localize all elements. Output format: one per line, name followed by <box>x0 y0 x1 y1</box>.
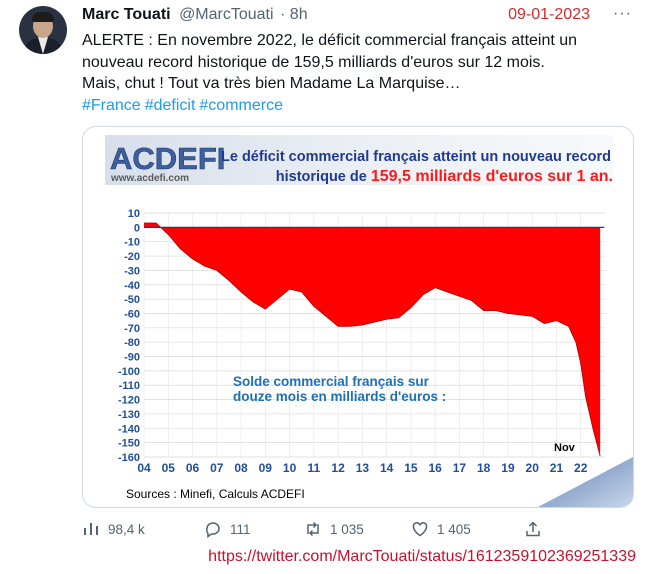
x-tick-label: 11 <box>307 461 320 475</box>
views-count: 98,4 k <box>108 521 145 537</box>
date-annotation: 09-01-2023 <box>508 6 590 23</box>
reply-count: 111 <box>230 521 251 537</box>
tweet-actions: 98,4 k 111 1 035 1 405 <box>82 520 642 544</box>
hashtag-link[interactable]: #deficit <box>144 96 196 114</box>
x-tick-label: 21 <box>550 461 564 475</box>
x-axis-ticks: 04 05 06 07 08 09 10 11 12 13 14 15 16 17 18 19 20 21 22 <box>137 461 587 475</box>
y-tick-label: -160 <box>118 452 140 464</box>
tweet-header: Marc Touati @MarcTouati · 8h 09-01-2023 … <box>82 5 632 25</box>
x-tick-label: 17 <box>453 461 467 475</box>
heart-icon <box>412 522 428 537</box>
y-tick-label: -90 <box>124 352 140 364</box>
source-url[interactable]: https://twitter.com/MarcTouati/status/16… <box>208 548 636 565</box>
chart-headline-2-prefix: historique de <box>276 169 371 185</box>
y-tick-label: -70 <box>124 323 140 335</box>
y-tick-label: -30 <box>124 265 140 277</box>
like-count: 1 405 <box>437 521 471 537</box>
tweet-text-line: ALERTE : En novembre 2022, le déficit co… <box>82 32 578 49</box>
y-tick-label: -110 <box>119 380 140 392</box>
chart-sources: Sources : Minefi, Calculs ACDEFI <box>126 487 305 501</box>
x-tick-label: 15 <box>404 461 418 475</box>
retweet-count: 1 035 <box>330 521 364 537</box>
x-tick-label: 10 <box>283 461 297 475</box>
chart-headline-2-highlight: 159,5 milliards d'euros sur 1 an. <box>371 168 613 185</box>
y-tick-label: -130 <box>118 409 140 421</box>
avatar-shirt <box>38 37 48 54</box>
y-tick-label: -100 <box>118 366 140 378</box>
deficit-line <box>144 222 601 457</box>
views-button[interactable]: 98,4 k <box>82 520 145 538</box>
analytics-icon <box>84 523 98 535</box>
reply-button[interactable]: 111 <box>204 520 251 538</box>
share-button[interactable] <box>524 520 542 538</box>
x-tick-label: 19 <box>501 461 515 475</box>
y-tick-label: -140 <box>118 423 140 435</box>
y-tick-label: 0 <box>134 222 140 234</box>
tweet-text: ALERTE : En novembre 2022, le déficit co… <box>82 30 622 116</box>
chart-headline-2: historique de 159,5 milliards d'euros su… <box>276 168 613 185</box>
x-tick-label: 07 <box>210 461 224 475</box>
like-button[interactable]: 1 405 <box>411 520 471 538</box>
retweet-icon <box>307 521 319 537</box>
y-tick-label: -150 <box>118 438 140 450</box>
header-gradient <box>105 135 613 185</box>
chart-headline-1: Le déficit commercial français atteint u… <box>221 149 611 165</box>
x-tick-label: 06 <box>186 461 200 475</box>
y-tick-label: -10 <box>124 237 140 249</box>
tweet-text-line: Mais, chut ! Tout va très bien Madame La… <box>82 75 461 92</box>
media-card[interactable]: ACDEFI www.acdefi.com Le déficit commerc… <box>82 126 634 508</box>
hashtags: #France #deficit #commerce <box>82 95 622 117</box>
y-tick-label: -40 <box>124 280 140 292</box>
x-tick-label: 05 <box>162 461 176 475</box>
author-handle[interactable]: @MarcTouati <box>179 6 274 23</box>
x-tick-label: 08 <box>234 461 248 475</box>
x-tick-label: 16 <box>428 461 442 475</box>
x-tick-label: 22 <box>574 461 588 475</box>
chart-overlay-line-1: Solde commercial français sur <box>233 374 430 389</box>
chart-overlay-line-2: douze mois en milliards d'euros : <box>233 389 446 404</box>
y-tick-label: -20 <box>124 251 140 263</box>
acdefi-url: www.acdefi.com <box>110 173 189 184</box>
deficit-chart: ACDEFI www.acdefi.com Le déficit commerc… <box>83 127 633 507</box>
y-tick-label: -120 <box>118 395 140 407</box>
x-tick-label: 09 <box>259 461 273 475</box>
nov-label: Nov <box>554 442 576 454</box>
y-tick-label: -80 <box>124 337 140 349</box>
decorative-globe <box>538 457 633 507</box>
author-name[interactable]: Marc Touati <box>82 6 171 23</box>
hashtag-link[interactable]: #commerce <box>199 96 283 114</box>
avatar[interactable] <box>19 6 67 54</box>
x-tick-label: 18 <box>477 461 491 475</box>
tweet-text-line: nouveau record historique de 159,5 milli… <box>82 53 545 71</box>
x-tick-label: 04 <box>137 461 151 475</box>
y-tick-label: 10 <box>128 208 140 220</box>
avatar-hair <box>32 12 54 22</box>
x-tick-label: 14 <box>380 461 394 475</box>
more-options-icon[interactable]: ··· <box>613 5 632 22</box>
y-tick-label: -50 <box>124 294 140 306</box>
hashtag-link[interactable]: #France <box>82 96 141 114</box>
x-tick-label: 13 <box>356 461 370 475</box>
reply-icon <box>206 522 220 538</box>
y-tick-label: -60 <box>124 308 140 320</box>
tweet-time[interactable]: · 8h <box>280 6 308 23</box>
acdefi-logo: ACDEFI <box>110 141 225 176</box>
retweet-button[interactable]: 1 035 <box>304 520 364 538</box>
x-tick-label: 12 <box>331 461 345 475</box>
x-tick-label: 20 <box>526 461 540 475</box>
share-icon <box>526 521 540 537</box>
y-axis-ticks: 10 0 -10 -20 -30 -40 -50 -60 -70 -80 -90 -100 -110 -1… <box>118 208 140 464</box>
deficit-area <box>144 223 601 457</box>
